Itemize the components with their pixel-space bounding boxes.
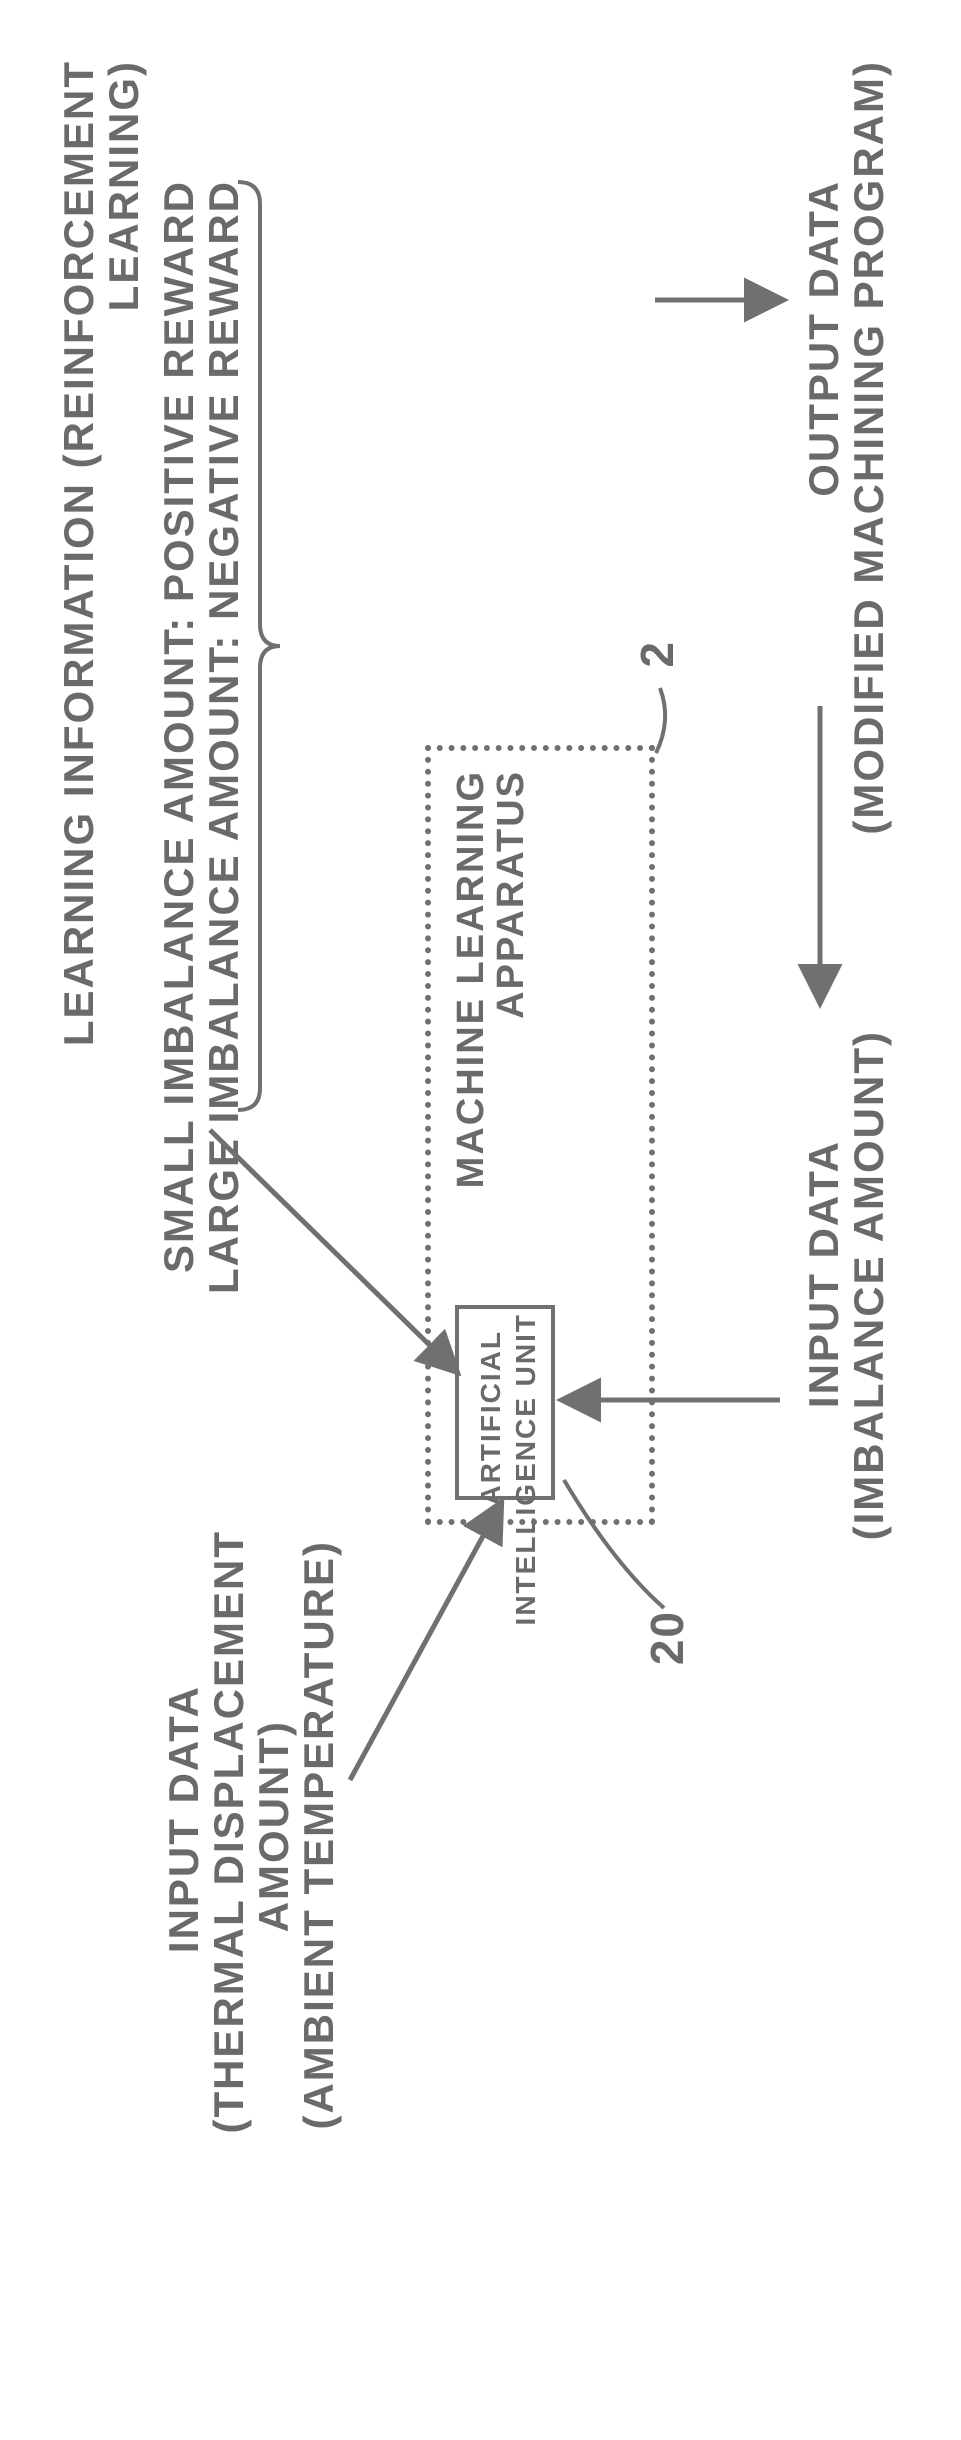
arrows-layer	[0, 0, 961, 2440]
diagram-canvas: LEARNING INFORMATION (REINFORCEMENT LEAR…	[0, 0, 961, 2440]
